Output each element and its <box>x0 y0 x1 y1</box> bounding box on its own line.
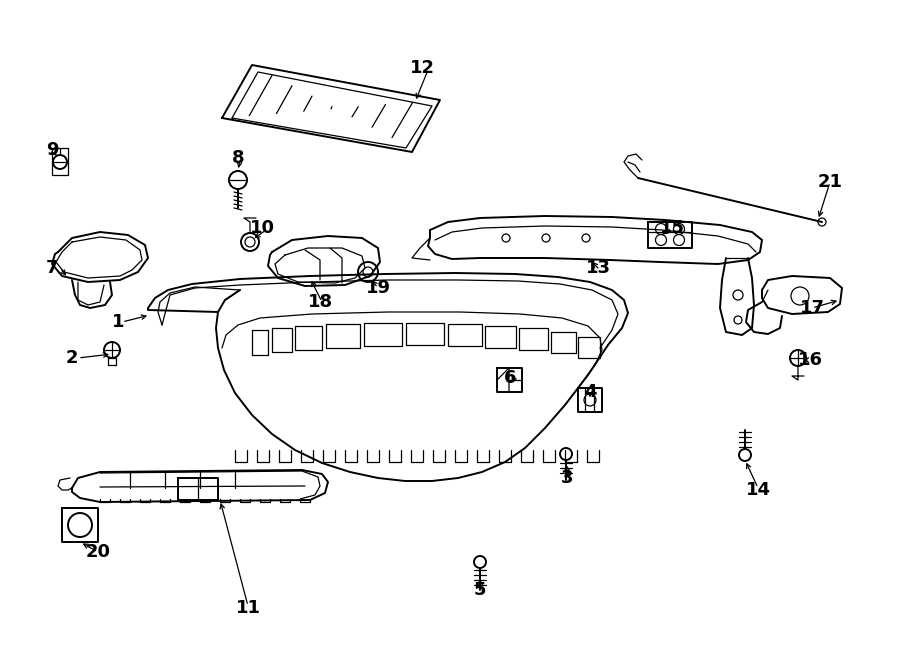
Text: 12: 12 <box>410 59 435 77</box>
Text: 14: 14 <box>745 481 770 499</box>
Text: 18: 18 <box>308 293 333 311</box>
Text: 4: 4 <box>584 383 596 401</box>
Text: 1: 1 <box>112 313 124 331</box>
Text: 20: 20 <box>86 543 111 561</box>
Text: 13: 13 <box>586 259 610 277</box>
Text: 9: 9 <box>46 141 58 159</box>
Text: 15: 15 <box>660 219 685 237</box>
Text: 21: 21 <box>817 173 842 191</box>
Text: 8: 8 <box>231 149 244 167</box>
Text: 17: 17 <box>799 299 824 317</box>
Text: 11: 11 <box>236 599 260 617</box>
Text: 7: 7 <box>46 259 58 277</box>
Text: 16: 16 <box>797 351 823 369</box>
Text: 3: 3 <box>561 469 573 487</box>
Text: 2: 2 <box>66 349 78 367</box>
Text: 10: 10 <box>249 219 274 237</box>
Text: 6: 6 <box>504 369 517 387</box>
Text: 19: 19 <box>365 279 391 297</box>
Text: 5: 5 <box>473 581 486 599</box>
